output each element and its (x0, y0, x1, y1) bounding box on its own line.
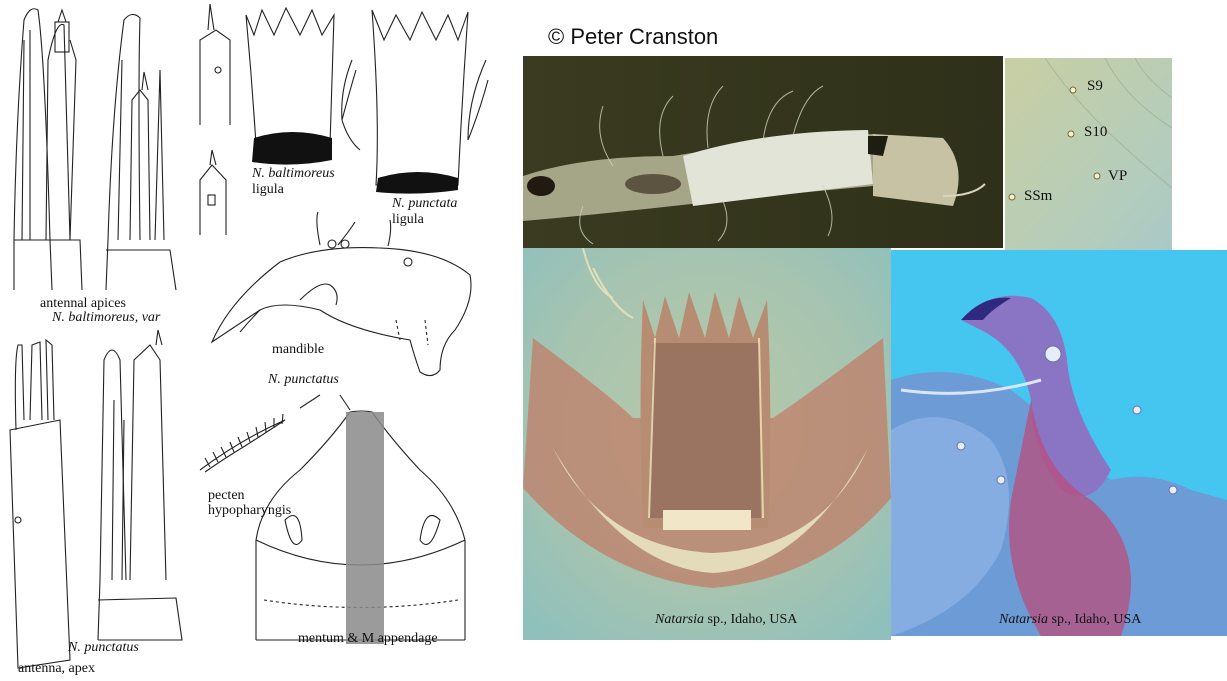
antennal-apex-drawing-1 (13, 8, 83, 291)
punctata-ligula-drawing (371, 9, 489, 186)
punctata-ligula-stipple (376, 172, 458, 194)
punctata-ligula-species-label: N. punctata (392, 196, 458, 211)
photo-credit: © Peter Cranston (548, 24, 719, 49)
mandible-drawing (210, 211, 472, 411)
s9-seta-label: S9 (1087, 78, 1103, 94)
punctata-ligula-word-label: ligula (392, 212, 424, 227)
baltimoreus-ligula-word-label: ligula (252, 182, 284, 197)
baltimoreus-var-label: N. baltimoreus, var (52, 310, 161, 325)
mentum-median-stipple (346, 412, 384, 644)
antenna-apex-label: antenna, apex (18, 661, 95, 676)
mandible-label: mandible (272, 342, 325, 357)
mentum-label: mentum & M appendage (298, 631, 438, 646)
ligula-caption-genus: Natarsia (655, 612, 705, 627)
ligula-photo: Natarsia sp., Idaho, USA (523, 248, 891, 640)
setae-closeup-photo: S9 S10 VP SSm (1005, 58, 1172, 250)
baltimoreus-ligula-species-label: N. baltimoreus (252, 166, 335, 181)
antenna-drawing-2 (97, 329, 183, 641)
ligula-caption-rest: sp., Idaho, USA (704, 612, 798, 627)
line-drawings-panel (9, 3, 489, 669)
ssm-seta-label: SSm (1024, 188, 1053, 204)
mandible-photo: Natarsia sp., Idaho, USA (891, 250, 1227, 636)
ligula-caption: Natarsia sp., Idaho, USA (655, 612, 797, 628)
baltimoreus-ligula-drawing (245, 6, 361, 151)
pecten-label-line-1: pecten (208, 488, 245, 503)
vp-label: VP (1108, 168, 1128, 184)
larva-antenna-photo (523, 56, 1003, 248)
punctatus-mandible-label: N. punctatus (268, 372, 339, 387)
mandible-caption: Natarsia sp., Idaho, USA (999, 612, 1141, 628)
mandible-caption-genus: Natarsia (999, 612, 1049, 627)
antennal-apices-label: antennal apices (40, 296, 126, 311)
baltimoreus-ligula-stipple (252, 132, 332, 165)
antenna-drawing-1 (9, 338, 71, 669)
antennal-apex-drawing-2 (105, 13, 177, 291)
pecten-hypopharyngis-drawing (199, 413, 286, 473)
mandible-caption-rest: sp., Idaho, USA (1048, 612, 1142, 627)
pecten-label-line-2: hypopharyngis (208, 503, 292, 518)
s10-seta-label: S10 (1084, 124, 1108, 140)
antennal-segment-drawing (199, 3, 231, 235)
punctatus-antenna-label: N. punctatus (68, 640, 139, 655)
